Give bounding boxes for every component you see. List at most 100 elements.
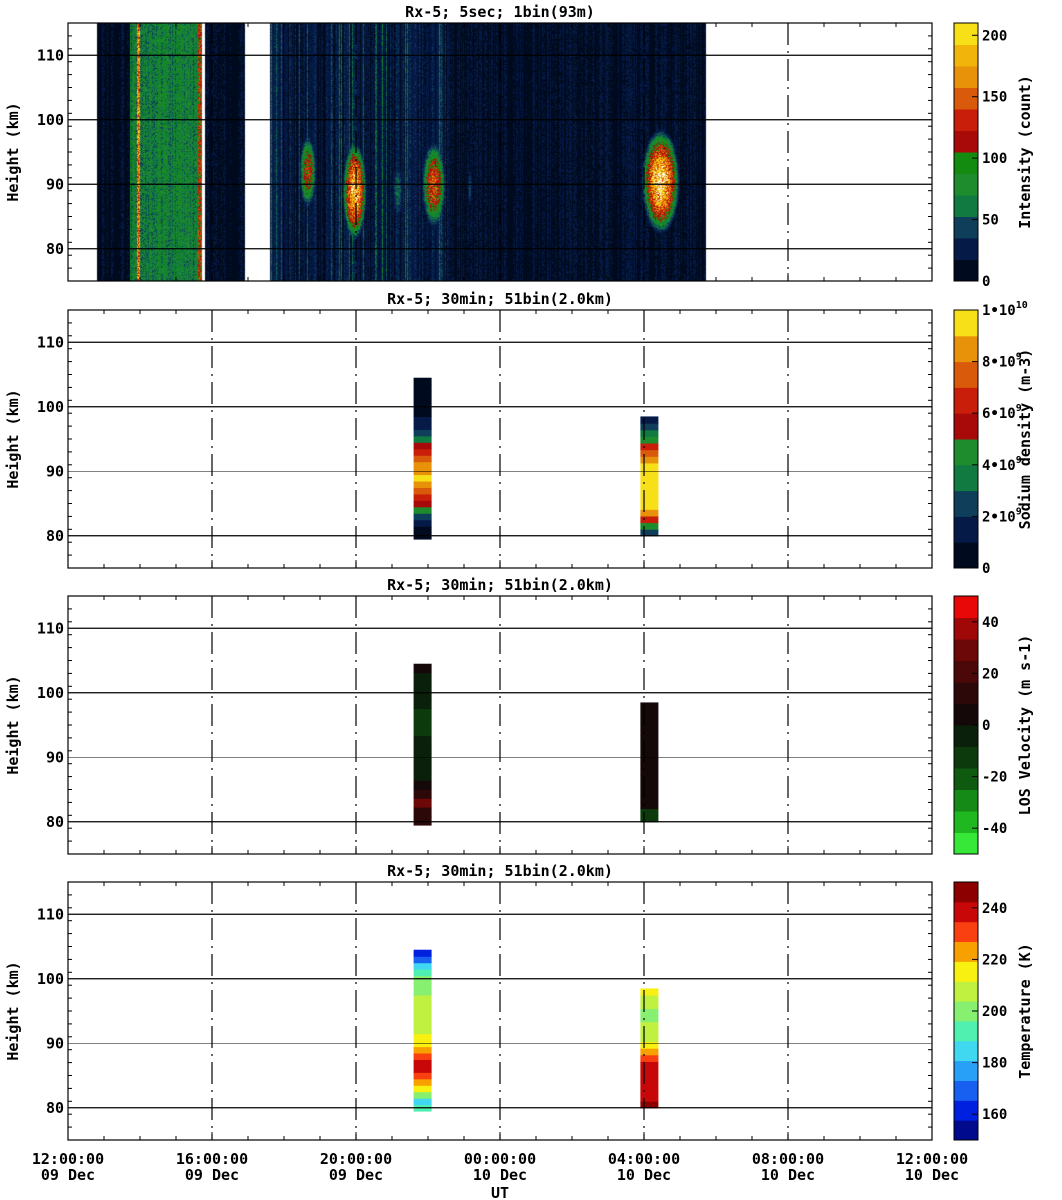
data-cell-2-9 <box>640 762 659 770</box>
colorbar-segment-8 <box>954 981 978 1002</box>
ytick-label-100: 100 <box>37 684 64 702</box>
data-cell-2-18 <box>640 988 659 996</box>
y-axis-label: Height (km) <box>4 102 22 201</box>
colorbar-segment-13 <box>954 882 978 903</box>
colorbar-segment-3 <box>954 490 978 517</box>
panel-3: 80 90 100 110 Rx-5; 30min; 51bin(2.0km) Heigh… <box>4 576 1034 855</box>
ytick-label-90: 90 <box>46 175 64 193</box>
data-cell-1-12 <box>413 461 432 469</box>
colorbar-tick-label-4: 8•109 <box>982 352 1022 371</box>
colorbar-tick-label-0: 160 <box>982 1107 1007 1123</box>
colorbar-segment-5 <box>954 1040 978 1062</box>
colorbar-tick-label-0: 0 <box>982 561 990 577</box>
exponent: 10 <box>1016 300 1028 311</box>
data-cell-2-7 <box>640 489 659 497</box>
data-cell-1-4 <box>413 513 432 521</box>
exponent: 9 <box>1016 403 1022 414</box>
colorbar-tick-label-2: 200 <box>982 1004 1007 1020</box>
data-cell-1-7 <box>413 493 432 501</box>
colorbar-segment-3 <box>954 216 978 239</box>
colorbar-tick-label-1: 180 <box>982 1056 1007 1072</box>
xtick-time-3: 00:00:00 <box>464 1150 536 1168</box>
data-cell-2-4 <box>640 1081 659 1089</box>
data-cell-1-6 <box>413 1072 432 1080</box>
colorbar-segment-11 <box>954 617 978 640</box>
data-cell-2-6 <box>640 1067 659 1076</box>
data-cell-1-15 <box>413 1014 432 1022</box>
ytick-label-90: 90 <box>46 462 64 480</box>
colorbar-label: LOS Velocity (m s-1) <box>1016 635 1034 816</box>
data-cell-2-7 <box>640 1061 659 1069</box>
data-cell-1-25 <box>413 377 432 385</box>
ytick-label-110: 110 <box>37 46 64 64</box>
data-cell-2-1 <box>640 815 659 823</box>
colorbar-segment-3 <box>954 789 978 812</box>
xtick-date-5: 10 Dec <box>761 1166 815 1184</box>
xtick-date-1: 09 Dec <box>185 1166 239 1184</box>
colorbar-segment-4 <box>954 1060 978 1081</box>
colorbar-segment-9 <box>954 335 978 363</box>
data-cell-2-12 <box>640 742 659 750</box>
data-cell-1-4 <box>413 1085 432 1093</box>
data-cell-2-3 <box>640 1087 659 1096</box>
data-cell-1-2 <box>413 1098 432 1106</box>
ytick-label-80: 80 <box>46 1099 64 1117</box>
data-cell-1-24 <box>413 384 432 392</box>
data-cell-2-2 <box>640 808 659 816</box>
colorbar-tick-label-3: 20 <box>982 666 999 682</box>
data-cell-1-22 <box>413 969 432 977</box>
data-cell-1-10 <box>413 1046 432 1054</box>
data-cell-1-9 <box>413 744 432 754</box>
data-cell-1-18 <box>413 422 432 430</box>
data-cell-1-23 <box>413 390 432 398</box>
data-cell-1-22 <box>413 397 432 405</box>
colorbar-segment-9 <box>954 660 978 683</box>
colorbar-frame <box>953 22 979 282</box>
data-cell-1-12 <box>413 1033 432 1041</box>
data-cell-2-13 <box>640 1021 659 1029</box>
xtick-time-2: 20:00:00 <box>320 1150 392 1168</box>
data-cell-2-8 <box>640 768 659 776</box>
data-cell-1-17 <box>413 672 432 683</box>
data-cell-2-17 <box>640 423 659 431</box>
ytick-label-100: 100 <box>37 970 64 988</box>
data-cell-2-11 <box>640 748 659 757</box>
xtick-date-6: 10 Dec <box>905 1166 959 1184</box>
data-cell-2-1 <box>640 529 659 537</box>
x-axis-label: UT <box>491 1184 509 1200</box>
data-cell-1-8 <box>413 1059 432 1067</box>
data-cell-1-2 <box>413 526 432 534</box>
colorbar-segment-1 <box>954 259 978 282</box>
ytick-label-80: 80 <box>46 527 64 545</box>
data-cell-2-14 <box>640 1014 659 1023</box>
data-cell-2-11 <box>640 462 659 471</box>
colorbar-tick-label-3: 6•109 <box>982 403 1022 422</box>
data-cell-1-25 <box>413 949 432 957</box>
data-cell-1-11 <box>413 1040 432 1048</box>
data-cell-2-8 <box>640 482 659 490</box>
colorbar-segment-6 <box>954 725 978 747</box>
data-cell-2-17 <box>640 709 659 717</box>
colorbar-label: Temperature (K) <box>1016 943 1034 1078</box>
data-cell-1-23 <box>413 962 432 970</box>
colorbar-tick-label-4: 240 <box>982 901 1007 917</box>
data-cell-2-7 <box>640 775 659 783</box>
data-cell-1-2 <box>413 807 432 817</box>
colorbar-segment-4 <box>954 768 978 790</box>
colorbar: -40 -20 0 20 40 LOS Velocity (m s-1) <box>953 595 1034 855</box>
colorbar-segment-3 <box>954 1080 978 1101</box>
colorbar-tick-label-3: 150 <box>982 90 1007 106</box>
y-axis-label: Height (km) <box>4 961 22 1060</box>
data-cell-2-5 <box>640 502 659 510</box>
data-cell-2-14 <box>640 728 659 737</box>
data-cell-1-4 <box>413 789 432 799</box>
data-cell-1-7 <box>413 762 432 772</box>
data-cell-2-15 <box>640 1008 659 1016</box>
xtick-date-3: 10 Dec <box>473 1166 527 1184</box>
colorbar-segment-12 <box>954 596 978 618</box>
colorbar-segment-2 <box>954 1100 978 1121</box>
data-cell-1-6 <box>413 771 432 781</box>
colorbar-tick-label-4: 40 <box>982 615 999 631</box>
data-cell-2-16 <box>640 1001 659 1009</box>
